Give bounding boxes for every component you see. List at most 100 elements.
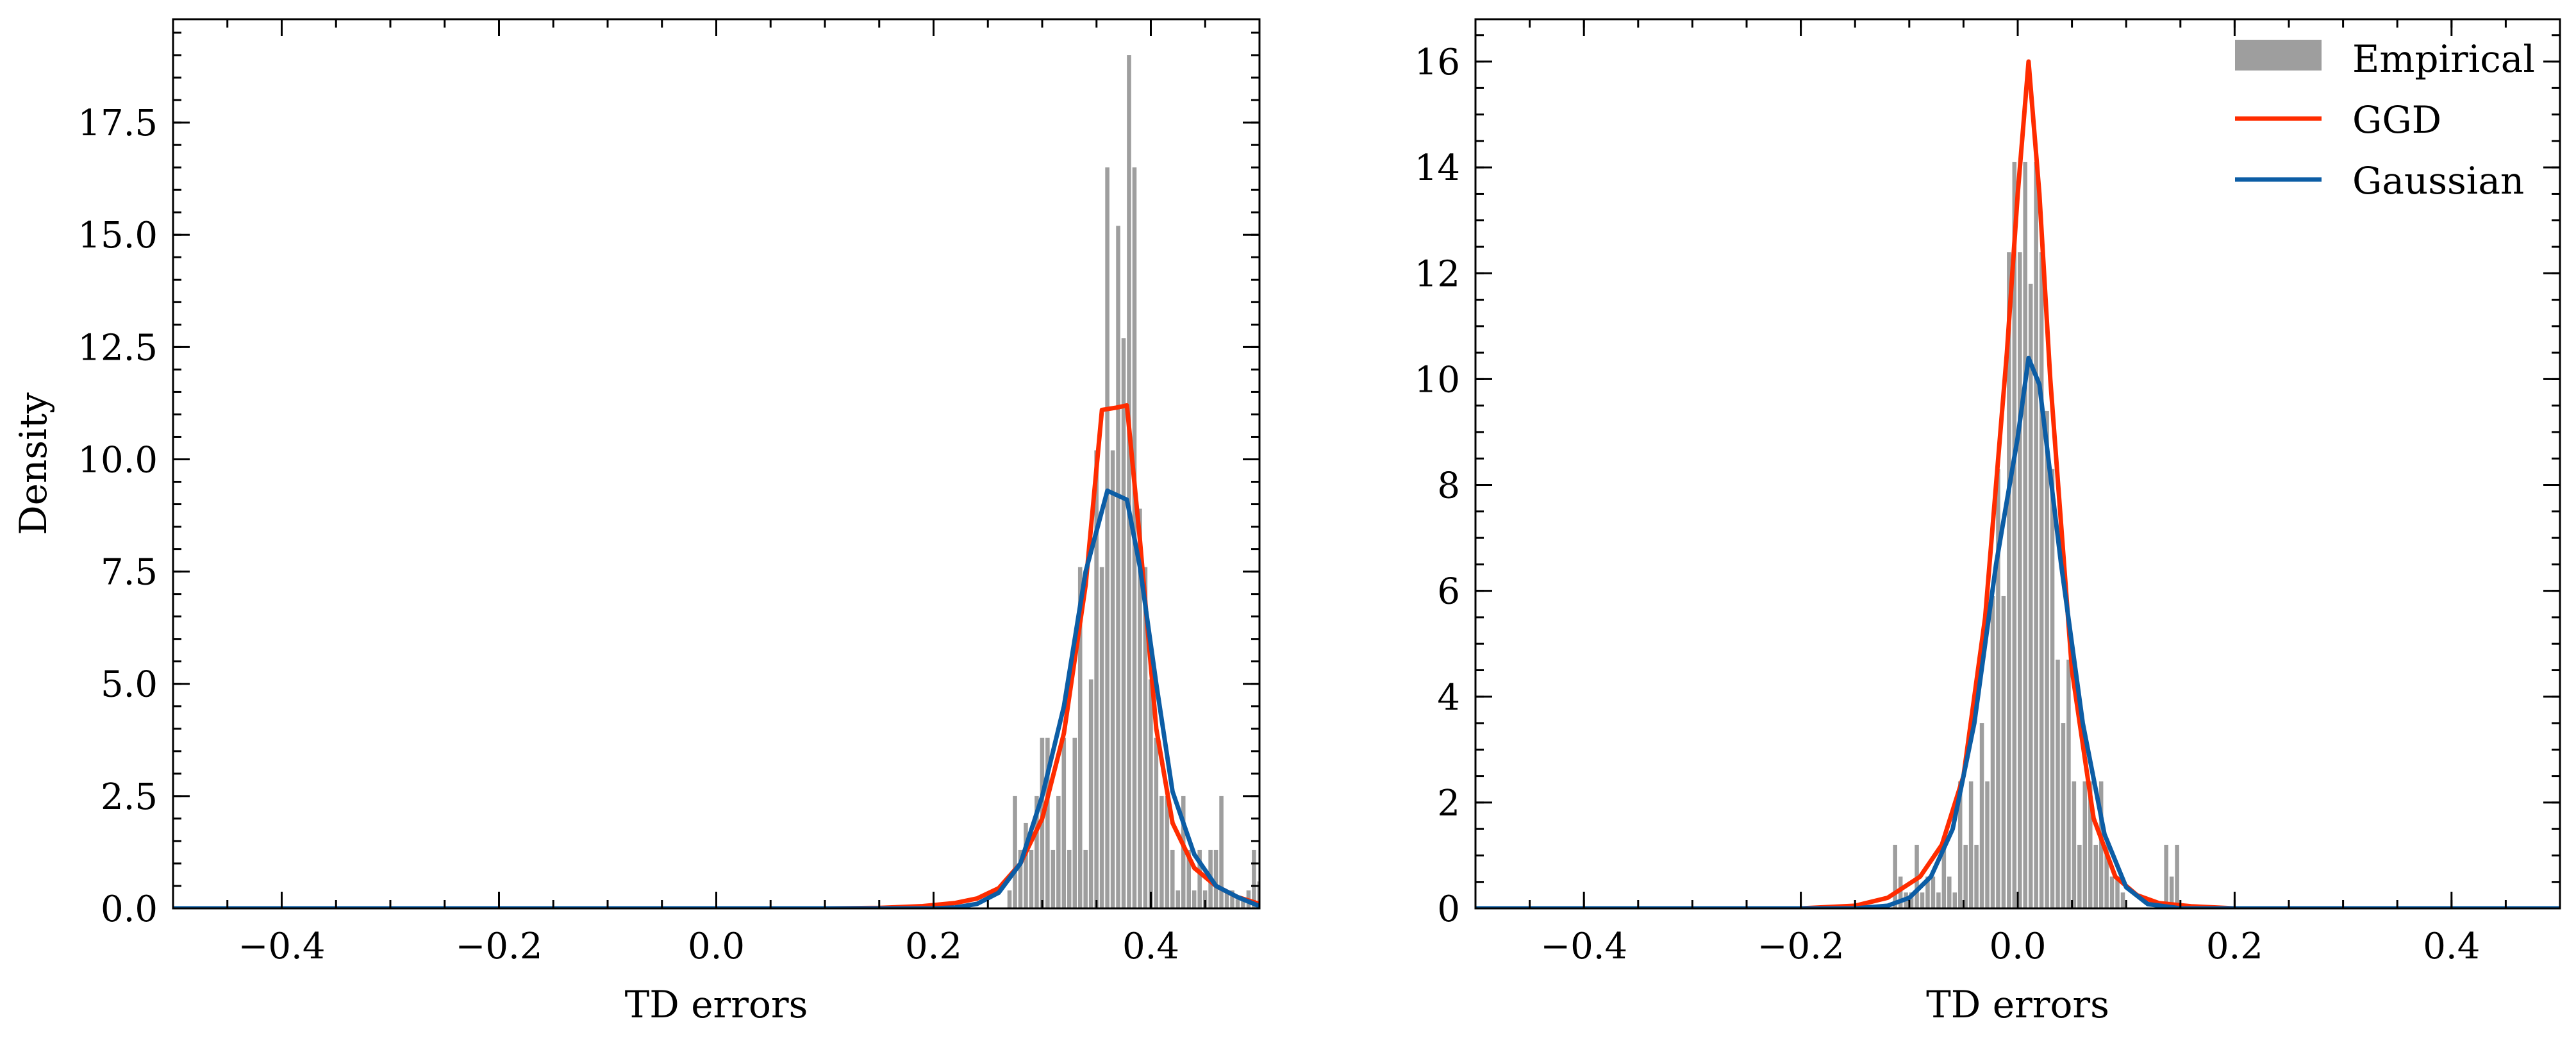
- y-tick-label: 2: [1437, 783, 1460, 824]
- x-tick-label: 0.4: [2423, 926, 2480, 967]
- histogram-bar: [1165, 796, 1170, 908]
- y-tick-label: 6: [1437, 571, 1460, 613]
- histogram-bar: [2077, 844, 2082, 908]
- histogram-bar: [1963, 844, 1968, 908]
- histogram-bar: [1920, 892, 1925, 908]
- histogram-bar: [1072, 737, 1077, 908]
- x-tick-label: −0.2: [1757, 926, 1845, 967]
- right-density-panel: −0.4 −0.2 0.0 0.2 0.4 0 2 4 6 8 10 12 14 16 TD errors E…: [1415, 18, 2561, 1026]
- histogram-bar: [2072, 781, 2077, 908]
- histogram-bar: [1252, 849, 1256, 908]
- y-tick-label: 14: [1415, 147, 1460, 189]
- histogram-bar: [2115, 876, 2120, 908]
- histogram-bar: [2175, 844, 2179, 908]
- histogram-bar: [1974, 844, 1979, 908]
- histogram-bar: [1077, 567, 1083, 908]
- histogram-bar: [1968, 781, 1974, 908]
- histogram-bar: [1230, 890, 1234, 908]
- plot-area: [173, 55, 1259, 908]
- x-tick-label: 0.0: [1989, 926, 2046, 967]
- histogram-bar: [1952, 892, 1957, 908]
- histogram-bar: [1202, 890, 1208, 908]
- histogram-bar: [1159, 796, 1164, 908]
- histogram-bar: [2045, 410, 2049, 908]
- histogram-bar: [1116, 226, 1120, 908]
- histogram-bar: [1170, 849, 1175, 908]
- histogram-bar: [2164, 844, 2168, 908]
- histogram-bar: [1898, 876, 1903, 908]
- y-tick-label: 5.0: [101, 664, 158, 706]
- histogram-bar: [2066, 659, 2071, 908]
- histogram-bar: [2023, 162, 2028, 908]
- histogram-bar: [1110, 450, 1115, 908]
- y-tick-label: 10: [1415, 359, 1460, 401]
- y-axis-label: Density: [12, 392, 55, 535]
- histogram-bar: [1925, 876, 1930, 908]
- histogram-bar: [1893, 844, 1897, 908]
- histogram-bar: [1235, 899, 1240, 908]
- plot-area: [1475, 59, 2560, 908]
- histogram-bar: [2001, 596, 2006, 908]
- histogram-bar: [1181, 796, 1186, 908]
- histogram-bar: [1192, 890, 1197, 908]
- histogram-bar: [2007, 252, 2011, 908]
- y-tick-label: 17.5: [78, 103, 158, 144]
- histogram-bar: [1213, 849, 1218, 908]
- histogram-bar: [1051, 849, 1056, 908]
- histogram-bar: [1007, 890, 1012, 908]
- y-tick-label: 2.5: [101, 776, 158, 818]
- histogram-bar: [2056, 659, 2060, 908]
- histogram-bar: [2034, 162, 2038, 908]
- histogram-bar: [2093, 844, 2098, 908]
- histogram-bar: [1105, 167, 1109, 908]
- histogram-bar: [1018, 849, 1023, 908]
- histogram-bar: [1186, 849, 1191, 908]
- x-tick-label: −0.2: [456, 926, 543, 967]
- legend: Empirical GGD Gaussian: [2235, 37, 2535, 203]
- y-tick-label: 12.5: [78, 327, 158, 369]
- histogram-bar: [2050, 469, 2055, 908]
- histogram-bar: [1024, 822, 1028, 908]
- histogram-bar: [1013, 796, 1017, 908]
- histogram-bar: [1127, 55, 1131, 908]
- tick-marks: [1474, 19, 2561, 910]
- y-tick-label: 10.0: [78, 439, 158, 481]
- histogram-bar: [2109, 876, 2115, 908]
- histogram-bar: [1909, 892, 1914, 908]
- x-tick-label: 0.2: [905, 926, 962, 967]
- histogram-bar: [1219, 796, 1224, 908]
- histogram-bar: [1936, 892, 1941, 908]
- legend-ggd-label: GGD: [2352, 98, 2441, 142]
- x-axis-label: TD errors: [625, 983, 808, 1026]
- histogram-bar: [1121, 338, 1126, 908]
- tick-marks: [172, 19, 1261, 910]
- histogram-bar: [1143, 567, 1148, 908]
- histogram-bar: [1056, 796, 1061, 908]
- histogram-bar: [1094, 450, 1099, 908]
- histogram-bar: [1067, 849, 1072, 908]
- y-tick-label: 16: [1415, 42, 1460, 83]
- y-tick-label: 8: [1437, 465, 1460, 507]
- histogram-bar: [2039, 252, 2044, 908]
- histogram-bar: [1979, 723, 1984, 908]
- x-axis-label: TD errors: [1926, 983, 2109, 1026]
- x-tick-label: 0.0: [688, 926, 745, 967]
- histogram-bar: [2169, 876, 2174, 908]
- histogram-bar: [2061, 723, 2066, 908]
- histogram-bar: [2082, 781, 2088, 908]
- histogram-bar: [1154, 737, 1159, 908]
- gaussian-fit-line: [1475, 355, 2560, 908]
- histogram-bar: [1176, 890, 1181, 908]
- histogram-bar: [1035, 796, 1039, 908]
- histogram-bar: [1197, 849, 1202, 908]
- histogram-bar: [1149, 679, 1153, 908]
- left-density-panel: −0.4 −0.2 0.0 0.2 0.4 0.0 2.5 5.0 7.5 10.0 12.5 15.…: [12, 18, 1261, 1026]
- y-tick-label: 12: [1415, 253, 1460, 295]
- histogram-bar: [1099, 567, 1104, 908]
- histogram-bar: [1257, 881, 1259, 908]
- histogram-bar: [1224, 890, 1229, 908]
- histogram-bar: [1957, 781, 1963, 908]
- y-tick-label: 7.5: [101, 552, 158, 594]
- histogram-bar: [1083, 849, 1088, 908]
- histogram-bar: [1241, 899, 1245, 908]
